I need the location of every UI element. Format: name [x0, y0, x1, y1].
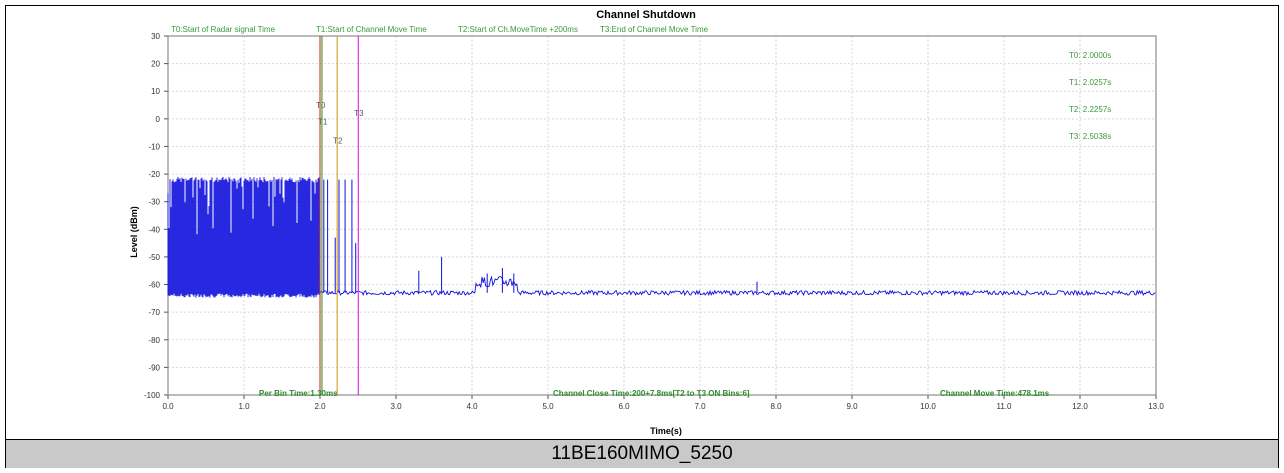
marker-legend-t2: T2:Start of Ch.MoveTime +200ms — [458, 25, 578, 34]
y-tick-label: 30 — [151, 32, 160, 41]
x-tick-label: 0.0 — [162, 402, 174, 411]
marker-value-t3: T3: 2.5038s — [1069, 132, 1111, 141]
y-tick-label: 10 — [151, 87, 160, 96]
chart-svg: Channel Shutdown 0.0 1.0 2.0 3.0 4.0 5.0 6.0 7.… — [129, 9, 1164, 436]
marker-value-t1: T1: 2.0257s — [1069, 78, 1111, 87]
y-tick-label: 0 — [156, 115, 161, 124]
y-axis-label: Level (dBm) — [129, 206, 139, 258]
y-tick-label: 20 — [151, 60, 160, 69]
marker-label-t3: T3 — [354, 109, 364, 118]
channel-move-time: Channel Move Time:478.1ms — [940, 389, 1050, 398]
x-tick-label: 6.0 — [618, 402, 630, 411]
marker-legend-t0: T0:Start of Radar signal Time — [171, 25, 276, 34]
bottom-stats: Per Bin Time:1.30ms Channel Close Time:20… — [259, 389, 1050, 398]
y-tick-label: -80 — [148, 336, 160, 345]
x-tick-label: 3.0 — [390, 402, 402, 411]
marker-value-t2: T2: 2.2257s — [1069, 105, 1111, 114]
pulsed-signal — [167, 176, 321, 298]
per-bin-time: Per Bin Time:1.30ms — [259, 389, 338, 398]
x-tick-label: 9.0 — [846, 402, 858, 411]
x-axis-label: Time(s) — [650, 426, 682, 436]
x-tick-label: 8.0 — [770, 402, 782, 411]
x-tick-label: 13.0 — [1148, 402, 1164, 411]
x-tick-label: 4.0 — [466, 402, 478, 411]
grid — [167, 35, 1157, 396]
marker-label-t1: T1 — [318, 117, 328, 126]
x-tick-label: 1.0 — [238, 402, 250, 411]
y-tick-label: -70 — [148, 308, 160, 317]
chart-area: Channel Shutdown 0.0 1.0 2.0 3.0 4.0 5.0 6.0 7.… — [6, 6, 1278, 438]
y-tick-label: -100 — [144, 391, 161, 400]
y-tick-label: -20 — [148, 170, 160, 179]
x-tick-label: 5.0 — [542, 402, 554, 411]
x-tick-label: 11.0 — [997, 402, 1013, 411]
marker-value-t0: T0: 2.0000s — [1069, 51, 1111, 60]
x-tick-label: 12.0 — [1072, 402, 1088, 411]
y-tick-label: -40 — [148, 225, 160, 234]
x-tick-label: 7.0 — [694, 402, 706, 411]
marker-legend-t1: T1:Start of Channel Move Time — [316, 25, 427, 34]
channel-close-time: Channel Close Time:200+7.8ms[T2 to T3 ON… — [553, 389, 750, 398]
y-tick-label: -50 — [148, 253, 160, 262]
chart-title: Channel Shutdown — [596, 9, 696, 21]
chart-frame: Channel Shutdown 0.0 1.0 2.0 3.0 4.0 5.0 6.0 7.… — [5, 5, 1279, 468]
marker-legend: T0:Start of Radar signal Time T0: 2.0000s… — [171, 25, 1111, 141]
y-tick-label: -90 — [148, 363, 160, 372]
caption-bar: 11BE160MIMO_5250 — [6, 439, 1278, 468]
x-tick-label: 2.0 — [314, 402, 326, 411]
y-tick-label: -60 — [148, 281, 160, 290]
axes: 0.0 1.0 2.0 3.0 4.0 5.0 6.0 7.0 8.0 9.0 10.0 11.0 12… — [144, 32, 1164, 411]
marker-label-t0: T0 — [316, 101, 326, 110]
marker-label-t2: T2 — [333, 137, 343, 146]
noise-floor-trace — [319, 275, 1156, 297]
signal-trace — [167, 176, 1156, 298]
y-tick-label: -30 — [148, 198, 160, 207]
caption-text: 11BE160MIMO_5250 — [551, 443, 733, 464]
x-tick-label: 10.0 — [920, 402, 936, 411]
y-tick-label: -10 — [148, 142, 160, 151]
time-markers: T0 T1 T2 T3 — [316, 36, 364, 395]
marker-legend-t3: T3:End of Channel Move Time — [600, 25, 709, 34]
